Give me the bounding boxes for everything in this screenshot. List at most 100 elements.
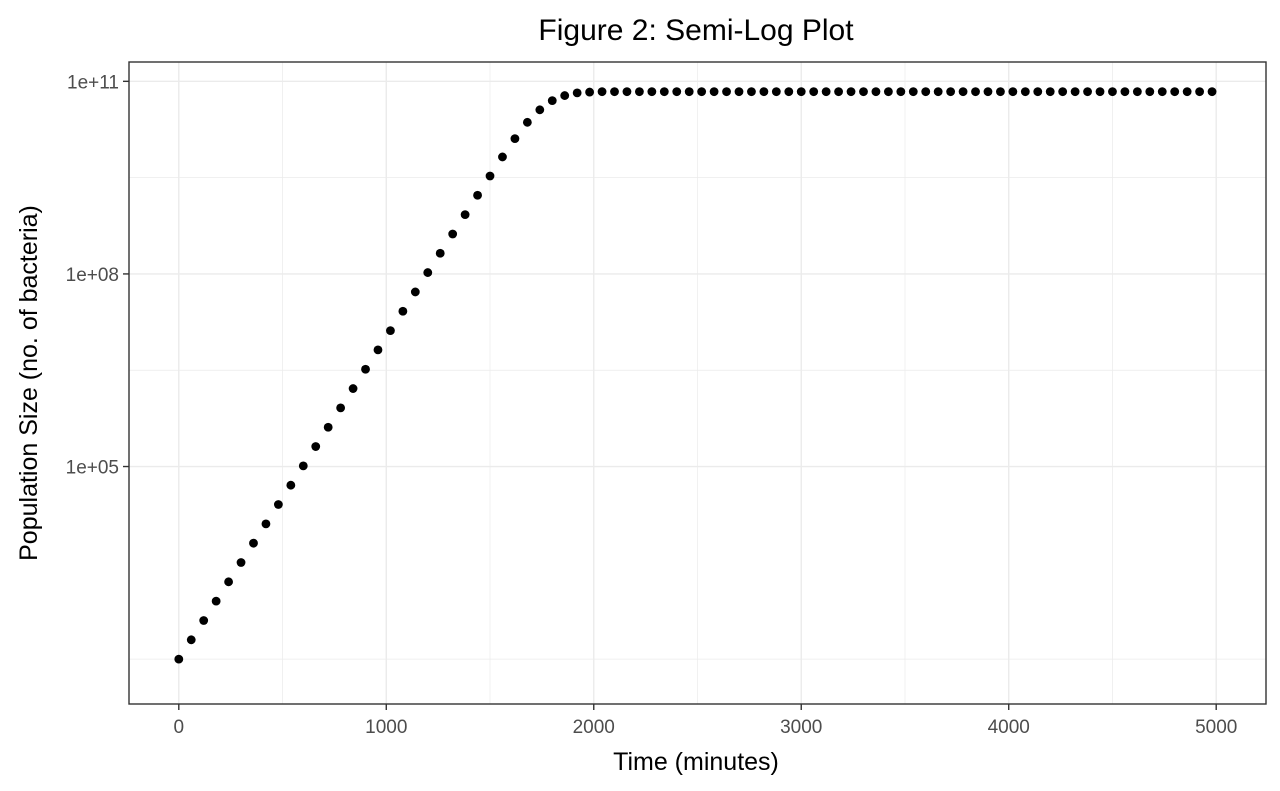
data-point	[908, 87, 918, 97]
data-point	[174, 654, 184, 664]
data-point	[697, 87, 707, 97]
x-tick-label: 1000	[365, 717, 407, 738]
data-point	[510, 134, 520, 144]
data-point	[1182, 87, 1192, 97]
data-point	[871, 87, 881, 97]
data-point	[336, 403, 346, 413]
data-point	[659, 87, 669, 97]
y-axis-title: Population Size (no. of bacteria)	[15, 205, 43, 561]
data-point	[348, 384, 358, 393]
data-point	[1095, 87, 1105, 97]
data-point	[846, 87, 856, 97]
x-tick-label: 2000	[573, 717, 615, 738]
data-point	[784, 87, 794, 97]
data-point	[249, 538, 258, 548]
data-point	[1207, 87, 1217, 97]
data-point	[535, 105, 545, 115]
data-point	[647, 87, 657, 97]
data-point	[883, 87, 893, 97]
x-tick-label: 4000	[988, 717, 1030, 738]
data-point	[236, 558, 246, 567]
data-point	[958, 87, 968, 97]
data-point	[859, 87, 868, 97]
x-axis-title: Time (minutes)	[613, 748, 779, 776]
data-point	[1033, 87, 1043, 97]
data-point	[834, 87, 843, 97]
data-point	[597, 87, 607, 97]
data-point	[1045, 87, 1055, 97]
data-point	[473, 190, 482, 200]
data-point	[311, 442, 321, 451]
data-point	[410, 287, 420, 297]
data-point	[1120, 87, 1130, 97]
data-point	[996, 87, 1005, 97]
data-point	[547, 96, 557, 106]
data-point	[224, 577, 233, 587]
data-point	[1070, 87, 1080, 97]
x-tick-label: 5000	[1195, 717, 1237, 738]
data-point	[186, 635, 196, 645]
data-point	[896, 87, 906, 97]
data-point	[921, 87, 931, 97]
data-point	[635, 87, 644, 97]
data-point	[361, 364, 370, 374]
data-point	[1058, 87, 1068, 97]
data-point	[423, 268, 433, 277]
data-point	[298, 461, 308, 471]
data-point	[933, 87, 943, 97]
data-point	[1020, 87, 1030, 97]
data-point	[1108, 87, 1117, 97]
data-point	[1170, 87, 1180, 97]
data-point	[1145, 87, 1155, 97]
data-point	[759, 87, 769, 97]
data-point	[460, 210, 470, 220]
data-point	[435, 248, 445, 258]
data-point	[1083, 87, 1092, 97]
y-tick-label: 1e+05	[66, 458, 119, 479]
data-point	[771, 87, 781, 97]
data-point	[485, 171, 495, 181]
axis-ticks: 0 1000 2000 3000 4000 5000 1e+05 1e+08 1e+11	[66, 72, 1238, 738]
data-point	[522, 117, 532, 127]
data-point	[709, 87, 719, 97]
y-tick-label: 1e+08	[66, 265, 119, 286]
data-point	[722, 87, 731, 97]
data-point	[672, 87, 682, 97]
data-point	[211, 596, 221, 606]
data-point	[747, 87, 756, 97]
data-point	[734, 87, 744, 97]
y-tick-label: 1e+11	[67, 72, 119, 93]
data-point	[983, 87, 993, 97]
data-point	[560, 91, 570, 100]
grid-lines	[129, 62, 1266, 704]
data-point	[1195, 87, 1205, 97]
data-point	[199, 616, 209, 625]
data-point	[261, 519, 271, 529]
chart-title: Figure 2: Semi-Log Plot	[538, 14, 854, 47]
data-point	[1157, 87, 1167, 97]
data-point	[448, 229, 458, 239]
data-point	[821, 87, 831, 97]
data-point	[273, 500, 283, 509]
data-point	[971, 87, 980, 97]
data-point	[1008, 87, 1018, 97]
data-point	[684, 87, 694, 97]
data-points	[174, 87, 1217, 664]
data-point	[286, 480, 296, 490]
data-point	[1132, 87, 1142, 97]
data-point	[373, 345, 383, 355]
data-point	[398, 306, 408, 316]
data-point	[386, 326, 395, 335]
data-point	[585, 87, 595, 97]
data-point	[323, 422, 333, 432]
data-point	[809, 87, 819, 97]
plot-panel-border	[128, 61, 1267, 705]
data-point	[622, 87, 632, 97]
x-tick-label: 0	[174, 717, 185, 738]
data-point	[610, 87, 619, 97]
x-tick-label: 3000	[780, 717, 822, 738]
data-point	[796, 87, 806, 97]
data-point	[572, 88, 582, 98]
